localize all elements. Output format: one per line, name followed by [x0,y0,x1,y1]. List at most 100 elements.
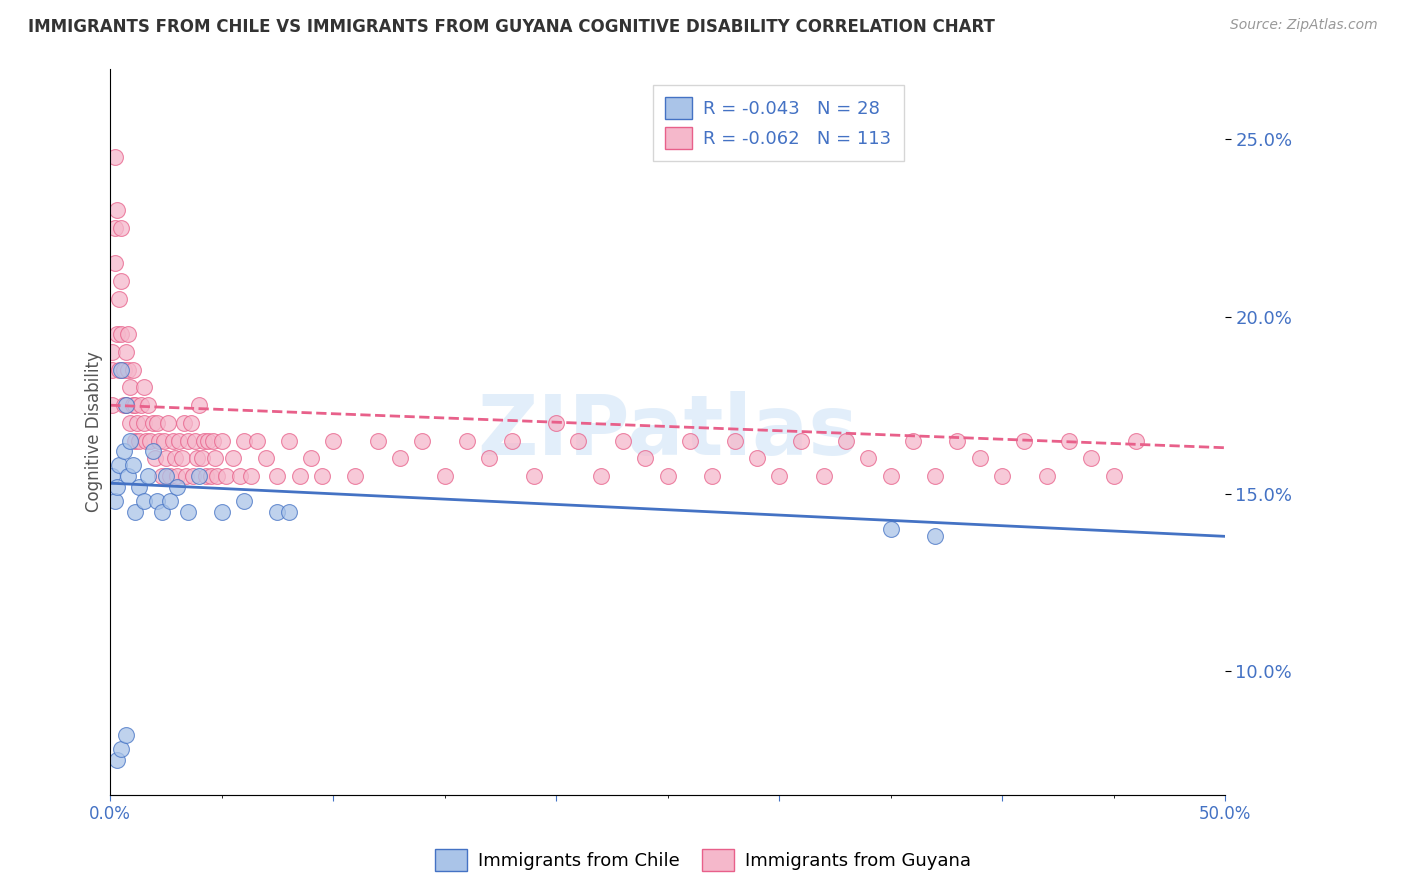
Point [117,363,139,377]
Point [170,451,193,466]
Point [589,469,612,483]
Point [132,416,155,430]
Point [634,451,657,466]
Point [101,398,124,412]
Point [105,203,128,218]
Point [177,434,200,448]
Point [179,416,201,430]
Point [125,416,148,430]
Point [108,458,131,473]
Point [146,416,169,430]
Point [112,398,135,412]
Point [131,398,153,412]
Point [200,469,222,483]
Point [104,494,127,508]
Point [835,434,858,448]
Point [101,469,124,483]
Point [946,434,969,448]
Point [1035,469,1057,483]
Point [150,504,173,518]
Point [197,434,219,448]
Point [169,434,191,448]
Point [162,434,184,448]
Point [702,469,724,483]
Point [142,416,165,430]
Point [201,434,224,448]
Point [124,434,146,448]
Point [288,469,311,483]
Point [901,434,924,448]
Point [195,469,218,483]
Point [115,728,138,742]
Point [266,504,288,518]
Point [299,451,322,466]
Point [101,345,124,359]
Point [322,434,344,448]
Point [389,451,412,466]
Point [159,469,181,483]
Point [101,363,124,377]
Point [108,292,131,306]
Point [155,469,177,483]
Point [924,529,946,543]
Point [924,469,946,483]
Point [344,469,367,483]
Point [105,753,128,767]
Point [104,150,127,164]
Point [166,469,188,483]
Point [136,469,159,483]
Point [204,451,226,466]
Point [121,398,143,412]
Point [150,469,173,483]
Point [173,416,195,430]
Point [115,398,138,412]
Point [222,451,245,466]
Point [120,434,142,448]
Point [121,363,143,377]
Point [132,494,155,508]
Point [115,398,138,412]
Point [157,416,180,430]
Point [266,469,288,483]
Point [215,469,238,483]
Point [246,434,269,448]
Point [148,434,170,448]
Point [104,221,127,235]
Point [136,398,159,412]
Point [159,494,181,508]
Text: Source: ZipAtlas.com: Source: ZipAtlas.com [1230,18,1378,32]
Point [110,221,132,235]
Point [991,469,1014,483]
Point [104,256,127,270]
Text: IMMIGRANTS FROM CHILE VS IMMIGRANTS FROM GUYANA COGNITIVE DISABILITY CORRELATION: IMMIGRANTS FROM CHILE VS IMMIGRANTS FROM… [28,18,995,36]
Point [193,434,215,448]
Point [143,451,166,466]
Point [110,742,132,756]
Point [115,345,138,359]
Point [679,434,702,448]
Point [110,327,132,342]
Point [456,434,478,448]
Point [233,434,256,448]
Point [879,469,901,483]
Legend: Immigrants from Chile, Immigrants from Guyana: Immigrants from Chile, Immigrants from G… [427,842,979,879]
Point [228,469,250,483]
Y-axis label: Cognitive Disability: Cognitive Disability [86,351,103,512]
Text: ZIPatlas: ZIPatlas [477,392,858,472]
Point [277,434,299,448]
Point [128,480,150,494]
Point [311,469,333,483]
Point [120,380,142,394]
Point [501,434,523,448]
Point [858,451,880,466]
Point [1080,451,1102,466]
Point [117,469,139,483]
Point [152,434,174,448]
Point [110,363,132,377]
Point [657,469,679,483]
Point [523,469,546,483]
Point [433,469,456,483]
Legend: R = -0.043   N = 28, R = -0.062   N = 113: R = -0.043 N = 28, R = -0.062 N = 113 [652,85,904,161]
Point [211,504,233,518]
Point [367,434,389,448]
